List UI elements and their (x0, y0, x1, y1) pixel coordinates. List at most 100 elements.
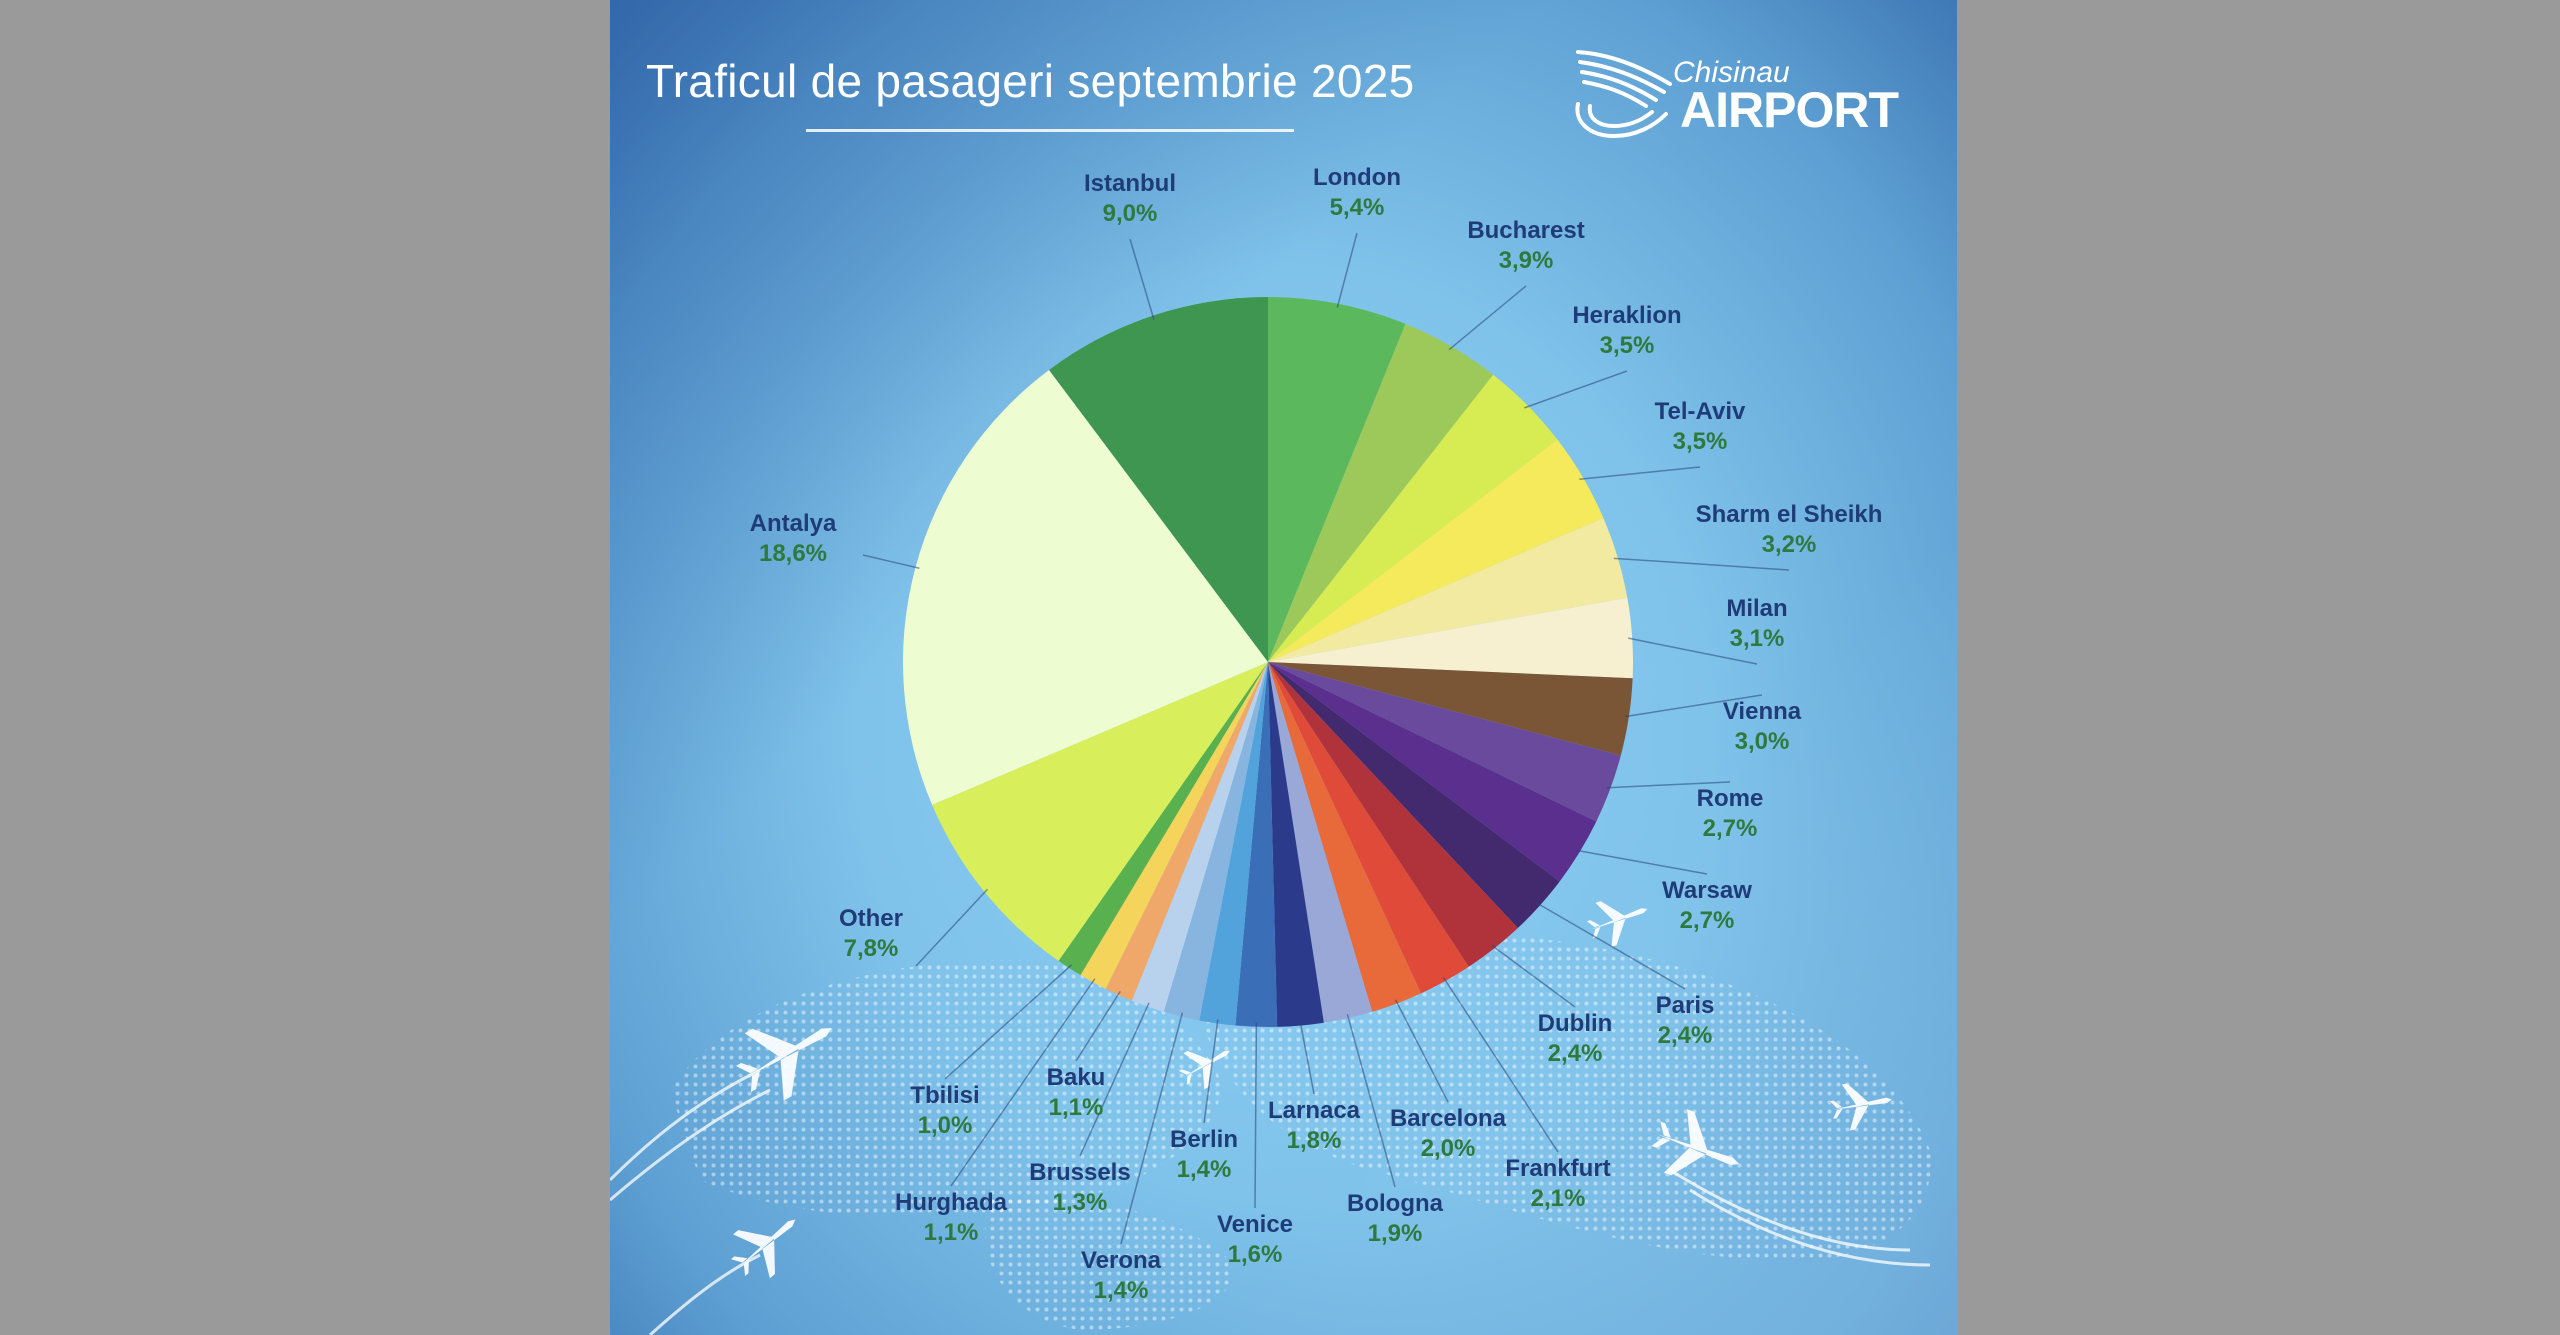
label-brussels: Brussels 1,3% (1029, 1159, 1130, 1216)
title-underline (806, 129, 1294, 132)
slice-label-name: Frankfurt (1505, 1155, 1610, 1182)
slice-label-value: 9,0% (1103, 200, 1158, 227)
airplane-icon (735, 1028, 832, 1101)
pie-slice-bologna (1268, 662, 1373, 1023)
pie-slice-berlin (1199, 662, 1268, 1026)
slice-label-name: Dublin (1538, 1010, 1613, 1037)
label-tel-aviv: Tel-Aviv 3,5% (1655, 398, 1746, 455)
airplane-icons (730, 901, 1892, 1279)
slice-label-name: Warsaw (1662, 877, 1752, 904)
chisinau-airport-logo: Chisinau AIRPORT (1570, 44, 1900, 144)
leader-line-verona (1120, 1012, 1184, 1245)
leader-line-dublin (1491, 944, 1576, 1008)
slice-label-name: Bucharest (1467, 217, 1584, 244)
slice-label-value: 1,1% (1049, 1094, 1104, 1121)
slice-label-value: 3,2% (1762, 531, 1817, 558)
slice-label-value: 1,9% (1368, 1220, 1423, 1247)
label-tbilisi: Tbilisi 1,0% (910, 1082, 979, 1139)
leader-line-paris (1536, 902, 1686, 990)
label-paris: Paris 2,4% (1656, 992, 1715, 1049)
slice-label-value: 1,3% (1053, 1189, 1108, 1216)
slice-label-value: 2,4% (1658, 1022, 1713, 1049)
slice-label-value: 18,6% (759, 540, 827, 567)
leader-line-antalya (862, 554, 920, 569)
slice-label-value: 3,5% (1600, 332, 1655, 359)
slice-label-value: 3,9% (1499, 247, 1554, 274)
leader-line-venice (1254, 1022, 1258, 1209)
airplane-icon (730, 1219, 796, 1279)
slice-label-value: 1,0% (918, 1112, 973, 1139)
slice-label-name: Paris (1656, 992, 1715, 1019)
pie-slice-other (932, 662, 1268, 961)
leader-line-berlin (1203, 1019, 1219, 1124)
pie-slice-verona (1163, 662, 1268, 1021)
label-istanbul: Istanbul 9,0% (1084, 170, 1176, 227)
slice-label-value: 1,4% (1177, 1156, 1232, 1183)
slice-label-name: Berlin (1170, 1126, 1238, 1153)
slice-label-name: Tbilisi (910, 1082, 979, 1109)
slice-label-value: 3,0% (1735, 728, 1790, 755)
slice-label-name: Antalya (750, 510, 837, 537)
airplane-icon (1178, 1050, 1230, 1090)
pie-slice-dublin (1268, 662, 1518, 967)
slice-label-value: 3,5% (1673, 428, 1728, 455)
pie-slice-istanbul (1049, 297, 1268, 662)
world-map-decoration (670, 933, 1931, 1330)
slice-label-name: Tel-Aviv (1655, 398, 1746, 425)
pie-slice-frankfurt (1268, 662, 1469, 994)
leader-line-istanbul (1129, 238, 1155, 320)
slice-label-value: 7,8% (844, 935, 899, 962)
label-berlin: Berlin 1,4% (1170, 1126, 1238, 1183)
pie-slice-brussels (1131, 662, 1268, 1012)
label-frankfurt: Frankfurt 2,1% (1505, 1155, 1610, 1212)
label-vienna: Vienna 3,0% (1723, 698, 1802, 755)
airplane-icon (1830, 1083, 1892, 1131)
slice-label-name: Baku (1047, 1064, 1106, 1091)
pie-chart: London5,4%Bucharest3,9%Heraklion3,5%Tel-… (610, 164, 1931, 1335)
leader-line-tbilisi (944, 964, 1073, 1080)
wing-logo-icon (1575, 50, 1672, 139)
label-warsaw: Warsaw 2,7% (1662, 877, 1752, 934)
pie-slice-london (1268, 297, 1406, 662)
leader-line-bologna (1346, 1013, 1396, 1188)
leader-line-hurghada (950, 978, 1096, 1187)
slice-label-name: Other (839, 905, 903, 932)
pie-slice-tel-aviv (1268, 439, 1604, 662)
pie-slice-rome (1268, 662, 1621, 822)
pie-slice-warsaw (1268, 662, 1597, 882)
leader-line-larnaca (1299, 1021, 1315, 1095)
slice-label-name: Larnaca (1268, 1097, 1361, 1124)
slice-label-value: 2,4% (1548, 1040, 1603, 1067)
pie-slice-bucharest (1268, 323, 1494, 662)
slice-label-value: 5,4% (1330, 194, 1385, 221)
leader-line-warsaw (1575, 849, 1708, 875)
label-baku: Baku 1,1% (1047, 1064, 1106, 1121)
slice-label-value: 1,1% (924, 1219, 979, 1246)
pie-slice-paris (1268, 662, 1560, 929)
slice-label-name: Sharm el Sheikh (1696, 501, 1883, 528)
slice-label-value: 1,4% (1094, 1277, 1149, 1304)
infographic-panel: London 5,4% Bucharest 3,9% Heraklion 3,5% Tel-… (610, 0, 1957, 1335)
slice-label-value: 3,1% (1730, 625, 1785, 652)
leader-line-brussels (1079, 1002, 1150, 1157)
flight-trails-decoration (610, 1068, 1931, 1335)
slice-label-value: 2,1% (1531, 1185, 1586, 1212)
label-larnaca: Larnaca 1,8% (1268, 1097, 1361, 1154)
label-hurghada: Hurghada 1,1% (895, 1189, 1008, 1246)
label-bucharest: Bucharest 3,9% (1467, 217, 1584, 274)
airplane-icon (1651, 1109, 1739, 1176)
label-verona: Verona 1,4% (1081, 1247, 1162, 1304)
slice-label-value: 1,6% (1228, 1241, 1283, 1268)
label-venice: Venice 1,6% (1217, 1211, 1293, 1268)
pie-slices (903, 297, 1633, 1027)
slice-label-value: 2,0% (1421, 1135, 1476, 1162)
leader-line-other (915, 888, 989, 967)
label-other: Other 7,8% (839, 905, 903, 962)
label-milan: Milan 3,1% (1726, 595, 1787, 652)
pie-slice-tbilisi (1058, 662, 1268, 976)
logo-script-text: Chisinau (1673, 56, 1790, 89)
slice-label-name: Venice (1217, 1211, 1293, 1238)
slice-label-name: London (1313, 164, 1401, 191)
leader-line-tel-aviv (1579, 466, 1701, 481)
leader-line-baku (1075, 990, 1121, 1062)
